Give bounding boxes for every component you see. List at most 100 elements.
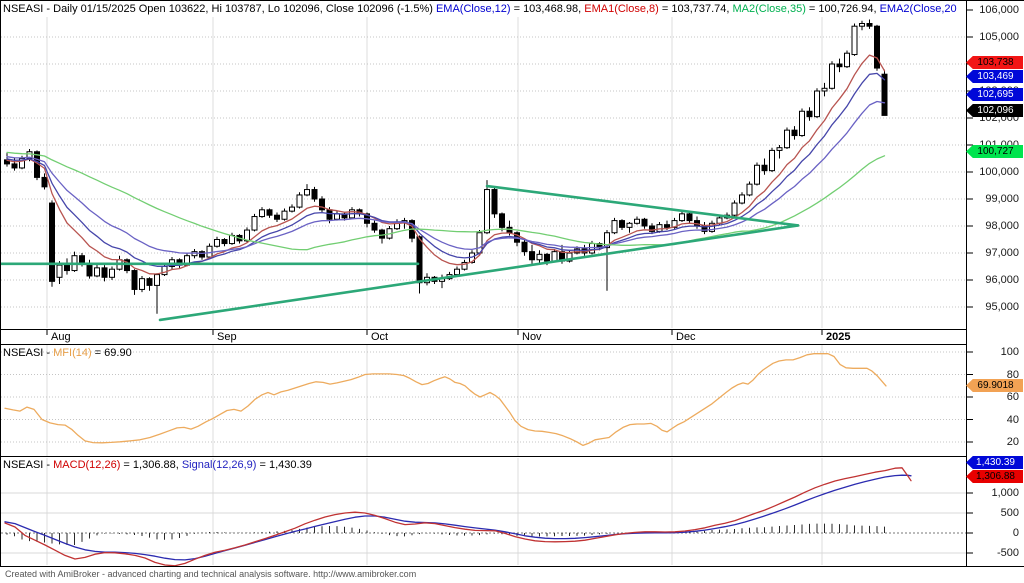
candle-body [49, 202, 55, 282]
candle-body [844, 52, 850, 68]
title-segment: EMA2(Close,20 [879, 3, 957, 15]
macd-axis-label: -500 [996, 547, 1019, 559]
candle-body [859, 23, 865, 27]
price-axis-label: 99,000 [985, 193, 1019, 205]
candle-body [664, 224, 670, 228]
mfi-line [4, 353, 887, 447]
amibroker-credit-text: Created with AmiBroker - advanced charti… [5, 569, 417, 579]
candle-body [709, 222, 715, 232]
candle-body [131, 270, 138, 290]
price-panel-plot[interactable] [1, 17, 966, 328]
title-segment: Signal(12,26,9) [181, 459, 257, 471]
candle-body [484, 189, 490, 234]
candle-body [64, 264, 70, 272]
candle-body [881, 73, 888, 116]
y-axis-column[interactable] [967, 0, 1024, 566]
ma-line-8 [6, 54, 886, 275]
macd-value-badge: 1,430.39 [966, 456, 1023, 469]
falling-trendline [485, 184, 800, 227]
candle-body [604, 232, 610, 249]
mfi-axis-label: 20 [1006, 436, 1019, 448]
candle-body [101, 267, 108, 278]
candle-body [274, 214, 280, 220]
candle-body [281, 210, 288, 220]
title-segment: = 100,726.94, [805, 3, 880, 15]
candle-body [679, 213, 685, 222]
title-segment: MA2(Close,35) [732, 3, 806, 15]
title-segment: NSEASI - [3, 459, 54, 471]
candle-body [769, 149, 775, 172]
macd-axis-label: 0 [1012, 527, 1019, 539]
candle-body [641, 218, 648, 227]
candle-body [371, 222, 378, 231]
title-segment: = 69.90 [91, 347, 132, 359]
candle-body [611, 220, 618, 234]
candle-body [304, 189, 310, 196]
candle-body [289, 206, 295, 212]
mfi-panel-plot[interactable] [1, 345, 966, 456]
month-label-nov: Nov [522, 331, 542, 343]
candle-body [251, 216, 258, 231]
mfi-axis-label: 40 [1006, 413, 1019, 426]
macd-panel-plot[interactable] [1, 457, 966, 566]
candle-body [266, 209, 273, 216]
candle-body [866, 23, 873, 27]
candle-body [649, 225, 655, 232]
price-value-badge: 102,695 [966, 88, 1023, 101]
price-value-badge: 102,096 [966, 104, 1023, 117]
macd-signal-line [4, 474, 912, 561]
candle-body [761, 164, 768, 172]
candle-body [799, 110, 805, 137]
candle-body [499, 213, 505, 228]
candle-body [574, 248, 580, 254]
candle-body [244, 229, 250, 242]
price-value-badge: 100,727 [966, 145, 1023, 158]
price-axis-label: 96,000 [985, 274, 1019, 286]
candle-body [94, 267, 100, 277]
price-value-badge: 103,738 [966, 56, 1023, 69]
candle-body [214, 239, 220, 247]
candle-body [296, 194, 303, 208]
month-label-sep: Sep [217, 331, 237, 343]
candle-body [139, 278, 145, 290]
candle-body [619, 220, 625, 228]
candle-body [829, 63, 835, 89]
title-segment: = 103,468.98, [510, 3, 585, 15]
candle-body [319, 198, 325, 211]
price-value-badge: 103,469 [966, 70, 1023, 83]
rising-trendline [158, 224, 800, 322]
candle-body [41, 176, 48, 188]
candle-body [776, 147, 783, 151]
candle-body [806, 110, 813, 118]
candle-body [634, 218, 640, 224]
x-axis-strip[interactable] [1, 329, 966, 344]
title-segment: MFI(14) [53, 347, 92, 359]
price-axis-label: 95,000 [985, 301, 1019, 313]
candle-body [491, 189, 498, 215]
macd-axis-label: 1,000 [991, 487, 1019, 499]
title-segment: NSEASI - [3, 347, 54, 359]
price-axis-label: 106,000 [979, 4, 1019, 16]
title-segment: EMA1(Close,8) [584, 3, 659, 15]
candle-body [746, 183, 753, 196]
price-panel-title: NSEASI - Daily 01/15/2025 Open 103622, H… [3, 2, 963, 16]
candle-body [686, 213, 693, 222]
price-axis-label: 97,000 [985, 247, 1019, 259]
candle-body [754, 164, 760, 185]
candle-body [784, 129, 790, 149]
candle-body [311, 189, 318, 200]
candle-body [259, 209, 265, 218]
candle-body [461, 261, 468, 270]
candle-body [874, 25, 880, 69]
price-axis-label: 105,000 [979, 31, 1019, 43]
candle-body [146, 278, 153, 286]
macd-line [4, 467, 912, 567]
mfi-axis-label: 100 [1000, 346, 1019, 358]
title-segment: = 1,430.39 [256, 459, 312, 471]
candle-body [199, 251, 205, 258]
candle-body [814, 90, 820, 118]
candle-body [851, 25, 858, 56]
title-segment: EMA(Close,12) [435, 3, 511, 15]
